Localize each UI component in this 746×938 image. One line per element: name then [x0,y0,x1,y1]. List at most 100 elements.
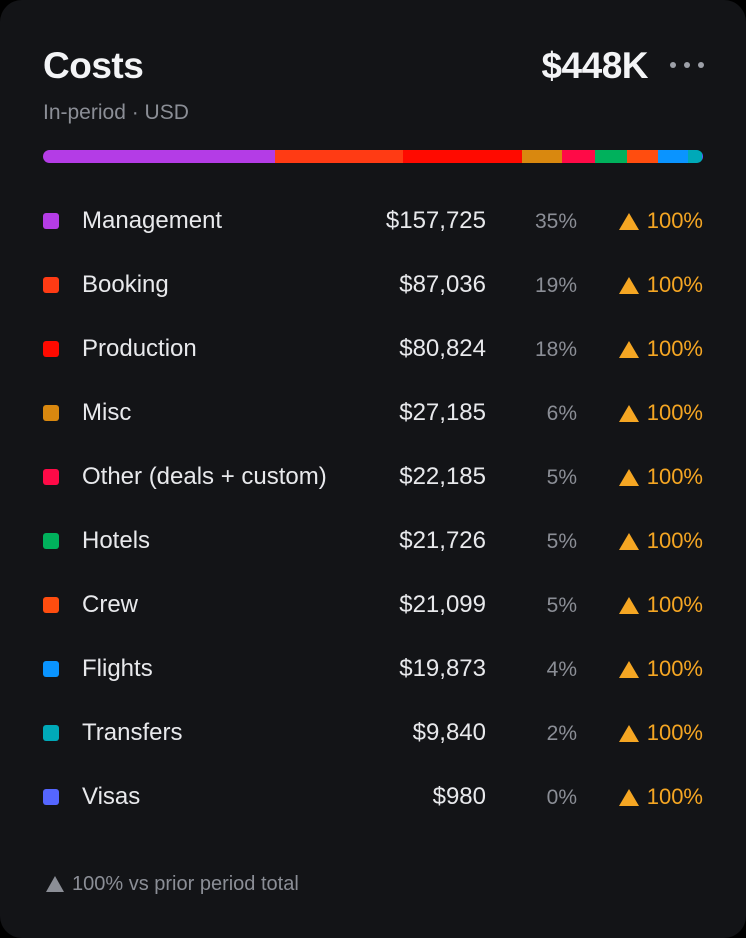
triangle-up-icon [618,596,639,614]
more-dot [698,62,704,68]
cost-label: Visas [82,783,141,810]
color-swatch [43,661,59,677]
change-indicator: 100% [618,399,703,427]
change-indicator: 100% [618,271,703,299]
change-indicator: 100% [618,591,703,619]
color-swatch [43,533,59,549]
change-indicator: 100% [618,463,703,491]
cost-row-misc[interactable]: Misc $27,185 6% 100% [0,381,746,445]
share-segment-management [43,150,276,163]
cost-percent: 2% [546,722,577,745]
cost-list: Management $157,725 35% 100% Booking $87,036 1… [0,189,746,829]
color-swatch [43,469,59,485]
share-segment-flights [658,150,688,163]
color-swatch [43,277,59,293]
change-value: 100% [646,336,703,361]
cost-label: Flights [82,655,153,682]
share-segment-crew [627,150,659,163]
cost-label: Production [82,335,197,362]
change-indicator: 100% [618,783,703,811]
cost-row-flights[interactable]: Flights $19,873 4% 100% [0,637,746,701]
footer-note: 100% vs prior period total [46,872,299,896]
share-segment-booking [275,150,404,163]
cost-percent: 5% [546,530,577,553]
more-options-icon[interactable] [670,52,704,78]
color-swatch [43,725,59,741]
cost-amount: $27,185 [399,399,486,426]
change-value: 100% [646,464,703,489]
cost-percent: 35% [534,210,577,233]
change-indicator: 100% [618,719,703,747]
cost-percent: 5% [546,594,577,617]
share-segment-production [403,150,523,163]
color-swatch [43,405,59,421]
cost-row-hotels[interactable]: Hotels $21,726 5% 100% [0,509,746,573]
cost-amount: $21,726 [399,527,486,554]
change-value: 100% [646,656,703,681]
color-swatch [43,341,59,357]
change-value: 100% [646,592,703,617]
share-segment-misc [522,150,563,163]
change-value: 100% [646,400,703,425]
change-value: 100% [646,720,703,745]
color-swatch [43,789,59,805]
cost-label: Hotels [82,527,151,554]
share-segment-visas [702,150,703,163]
triangle-up-icon [618,468,639,486]
color-swatch [43,597,59,613]
cost-label: Other (deals + custom) [82,463,327,490]
footer-text: 100% vs prior period total [72,873,299,895]
more-dot [684,62,690,68]
cost-percent: 0% [546,786,577,809]
cost-amount: $21,099 [399,591,486,618]
share-segment-other-deals-custom [562,150,596,163]
change-indicator: 100% [618,655,703,683]
share-bar [43,150,703,163]
cost-amount: $80,824 [399,335,486,362]
triangle-up-icon [618,340,639,358]
cost-percent: 19% [534,274,577,297]
cost-amount: $980 [432,783,486,810]
share-segment-hotels [595,150,628,163]
cost-row-booking[interactable]: Booking $87,036 19% 100% [0,253,746,317]
triangle-up-icon [618,404,639,422]
cost-amount: $19,873 [399,655,486,682]
change-indicator: 100% [618,527,703,555]
cost-row-crew[interactable]: Crew $21,099 5% 100% [0,573,746,637]
cost-label: Management [82,207,223,234]
triangle-up-icon [618,212,639,230]
share-segment-transfers [687,150,703,163]
change-value: 100% [646,528,703,553]
cost-percent: 6% [546,402,577,425]
more-dot [670,62,676,68]
triangle-up-icon [46,876,64,892]
triangle-up-icon [618,532,639,550]
cost-percent: 18% [534,338,577,361]
cost-row-management[interactable]: Management $157,725 35% 100% [0,189,746,253]
total-amount: $448K [541,45,648,86]
cost-amount: $22,185 [399,463,486,490]
cost-label: Booking [82,271,169,298]
cost-row-production[interactable]: Production $80,824 18% 100% [0,317,746,381]
triangle-up-icon [618,724,639,742]
cost-label: Transfers [82,719,183,746]
color-swatch [43,213,59,229]
cost-row-transfers[interactable]: Transfers $9,840 2% 100% [0,701,746,765]
cost-amount: $9,840 [412,719,486,746]
cost-percent: 4% [546,658,577,681]
card-title: Costs [43,45,144,86]
cost-label: Crew [82,591,139,618]
cost-row-other-deals-custom[interactable]: Other (deals + custom) $22,185 5% 100% [0,445,746,509]
cost-amount: $87,036 [399,271,486,298]
triangle-up-icon [618,660,639,678]
cost-label: Misc [82,399,132,426]
cost-row-visas[interactable]: Visas $980 0% 100% [0,765,746,829]
change-value: 100% [646,272,703,297]
change-indicator: 100% [618,207,703,235]
card-subtitle: In-period · USD [43,101,189,124]
cost-percent: 5% [546,466,577,489]
triangle-up-icon [618,276,639,294]
cost-amount: $157,725 [385,207,486,234]
triangle-up-icon [618,788,639,806]
